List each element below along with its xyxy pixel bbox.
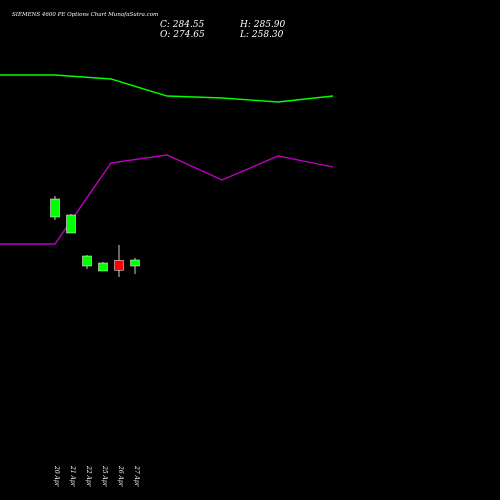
candle [66,214,76,234]
candle [114,245,124,277]
candle-body [114,260,124,271]
candle [98,262,108,272]
x-tick-label: 26 Apr [117,465,124,488]
x-tick-label: 22 Apr [85,465,92,488]
candle [50,196,60,220]
indicator-line-2 [0,154,334,245]
candle [82,255,92,269]
x-tick-label: 21 Apr [69,465,76,488]
x-tick-label: 20 Apr [53,465,60,488]
candle-body [130,259,140,267]
chart-title: SIEMENS 4600 PE Options Chart MunafaSutr… [12,12,158,18]
candles [50,196,140,277]
x-axis-ticks: 20 Apr 21 Apr 22 Apr 25 Apr 26 Apr 27 Apr [53,465,140,488]
candle-body [82,255,92,267]
indicator-line-1 [0,74,334,103]
candle-body [66,214,76,234]
candle-body [50,198,60,218]
open-value: O: 274.65 [160,30,205,40]
close-value: C: 284.55 [160,20,205,30]
candle [130,258,140,274]
candle-body [98,262,108,272]
indicator-lines [0,74,334,245]
high-value: H: 285.90 [239,20,286,30]
x-tick-label: 27 Apr [133,465,140,488]
low-value: L: 258.30 [239,30,284,40]
x-tick-label: 25 Apr [101,465,108,488]
